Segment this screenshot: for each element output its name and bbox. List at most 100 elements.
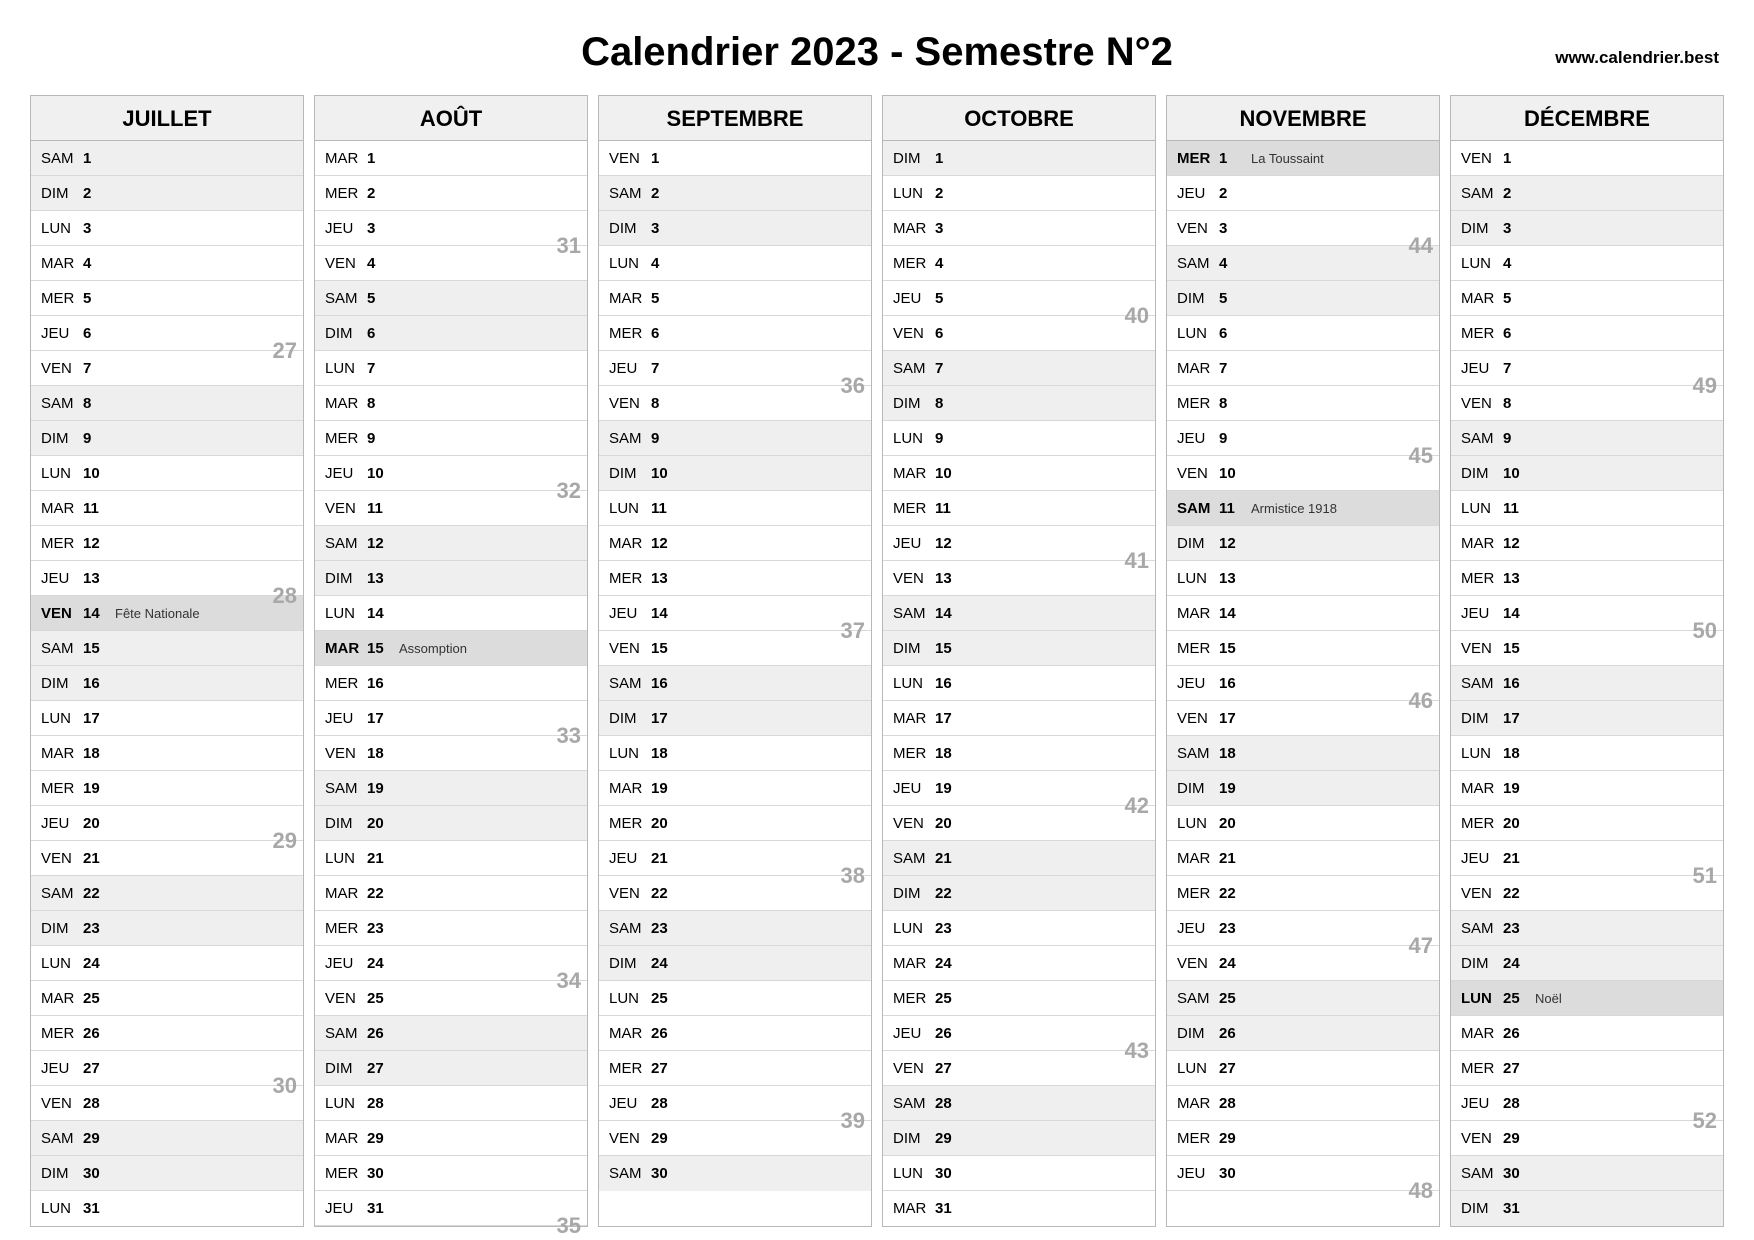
- day-row: DIM5: [1167, 281, 1439, 316]
- day-row: LUN20: [1167, 806, 1439, 841]
- day-row: VEN1: [599, 141, 871, 176]
- day-row: DIM23: [31, 911, 303, 946]
- day-of-week: MER: [1461, 815, 1503, 832]
- day-of-week: MAR: [41, 500, 83, 517]
- day-of-week: MER: [41, 1025, 83, 1042]
- day-of-week: JEU: [325, 1200, 367, 1217]
- day-row: DIM12: [1167, 526, 1439, 561]
- day-number: 10: [935, 465, 963, 482]
- month-column: NOVEMBREMER1La ToussaintJEU2VEN344SAM4DI…: [1166, 95, 1440, 1227]
- day-number: 8: [83, 395, 111, 412]
- day-row: VEN24: [1167, 946, 1439, 981]
- day-row: VEN13: [883, 561, 1155, 596]
- day-number: 29: [367, 1130, 395, 1147]
- day-row: DIM6: [315, 316, 587, 351]
- day-number: 19: [83, 780, 111, 797]
- day-row: LUN17: [31, 701, 303, 736]
- day-of-week: MAR: [325, 885, 367, 902]
- day-row: MAR4: [31, 246, 303, 281]
- day-row: MER26: [31, 1016, 303, 1051]
- day-row: SAM19: [315, 771, 587, 806]
- day-of-week: DIM: [1177, 290, 1219, 307]
- day-number: 17: [1503, 710, 1531, 727]
- day-row: VEN1: [1451, 141, 1723, 176]
- day-of-week: VEN: [325, 255, 367, 272]
- day-of-week: SAM: [1177, 745, 1219, 762]
- day-row: MER27: [599, 1051, 871, 1086]
- day-row: DIM27: [315, 1051, 587, 1086]
- day-number: 27: [1219, 1060, 1247, 1077]
- day-of-week: MAR: [893, 710, 935, 727]
- day-number: 16: [935, 675, 963, 692]
- day-of-week: MER: [609, 1060, 651, 1077]
- day-number: 22: [935, 885, 963, 902]
- day-of-week: MAR: [1461, 780, 1503, 797]
- month-header: OCTOBRE: [883, 96, 1155, 141]
- day-row: MAR29: [315, 1121, 587, 1156]
- day-number: 11: [1219, 500, 1247, 517]
- day-of-week: LUN: [41, 1200, 83, 1217]
- day-row: LUN13: [1167, 561, 1439, 596]
- day-of-week: JEU: [41, 570, 83, 587]
- day-number: 13: [651, 570, 679, 587]
- day-number: 2: [1219, 185, 1247, 202]
- day-number: 26: [1219, 1025, 1247, 1042]
- day-of-week: LUN: [609, 990, 651, 1007]
- day-number: 7: [935, 360, 963, 377]
- day-number: 1: [651, 150, 679, 167]
- day-number: 3: [367, 220, 395, 237]
- day-row: MAR11: [31, 491, 303, 526]
- day-number: 12: [1219, 535, 1247, 552]
- day-number: 21: [1219, 850, 1247, 867]
- day-of-week: VEN: [1177, 710, 1219, 727]
- day-row: VEN29: [599, 1121, 871, 1156]
- day-number: 24: [1219, 955, 1247, 972]
- day-row: LUN25Noël: [1451, 981, 1723, 1016]
- months-grid: JUILLETSAM1DIM2LUN3MAR4MER5JEU627VEN7SAM…: [30, 95, 1724, 1227]
- day-number: 20: [1219, 815, 1247, 832]
- day-of-week: LUN: [1177, 815, 1219, 832]
- day-of-week: MAR: [325, 395, 367, 412]
- day-of-week: SAM: [1461, 675, 1503, 692]
- day-row: JEU28: [599, 1086, 871, 1121]
- day-number: 2: [367, 185, 395, 202]
- day-row: DIM31: [1451, 1191, 1723, 1226]
- day-number: 29: [935, 1130, 963, 1147]
- day-of-week: MER: [1461, 1060, 1503, 1077]
- day-row: SAM2: [599, 176, 871, 211]
- day-row: VEN28: [31, 1086, 303, 1121]
- day-number: 4: [367, 255, 395, 272]
- day-number: 12: [83, 535, 111, 552]
- day-row: JEU21: [599, 841, 871, 876]
- day-of-week: JEU: [325, 710, 367, 727]
- day-row: DIM29: [883, 1121, 1155, 1156]
- day-of-week: JEU: [325, 465, 367, 482]
- day-of-week: LUN: [1177, 570, 1219, 587]
- day-number: 5: [1219, 290, 1247, 307]
- month-column: SEPTEMBREVEN1SAM2DIM3LUN4MAR5MER6JEU736V…: [598, 95, 872, 1227]
- day-of-week: DIM: [41, 185, 83, 202]
- day-of-week: MAR: [1461, 290, 1503, 307]
- day-number: 19: [651, 780, 679, 797]
- day-number: 5: [367, 290, 395, 307]
- day-number: 28: [651, 1095, 679, 1112]
- day-of-week: MER: [1461, 325, 1503, 342]
- day-number: 7: [367, 360, 395, 377]
- day-of-week: MER: [1177, 150, 1219, 167]
- day-of-week: VEN: [41, 1095, 83, 1112]
- day-number: 29: [1503, 1130, 1531, 1147]
- day-number: 6: [1503, 325, 1531, 342]
- day-number: 23: [367, 920, 395, 937]
- day-of-week: DIM: [1461, 955, 1503, 972]
- day-row: DIM10: [599, 456, 871, 491]
- day-row: LUN6: [1167, 316, 1439, 351]
- day-row: MER29: [1167, 1121, 1439, 1156]
- day-of-week: VEN: [893, 325, 935, 342]
- page-title: Calendrier 2023 - Semestre N°2: [30, 30, 1724, 75]
- day-of-week: SAM: [41, 640, 83, 657]
- day-row: SAM21: [883, 841, 1155, 876]
- day-number: 11: [1503, 500, 1531, 517]
- day-row: SAM4: [1167, 246, 1439, 281]
- day-of-week: SAM: [1177, 255, 1219, 272]
- day-number: 9: [83, 430, 111, 447]
